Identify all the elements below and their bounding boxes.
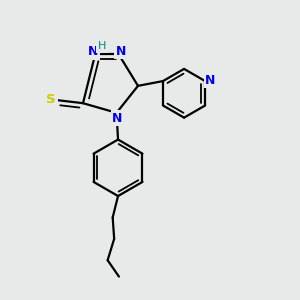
Text: N: N (88, 45, 98, 58)
Text: N: N (116, 45, 126, 58)
Text: S: S (46, 93, 56, 106)
Text: N: N (112, 112, 123, 125)
Text: N: N (205, 74, 216, 87)
Text: H: H (98, 41, 106, 51)
